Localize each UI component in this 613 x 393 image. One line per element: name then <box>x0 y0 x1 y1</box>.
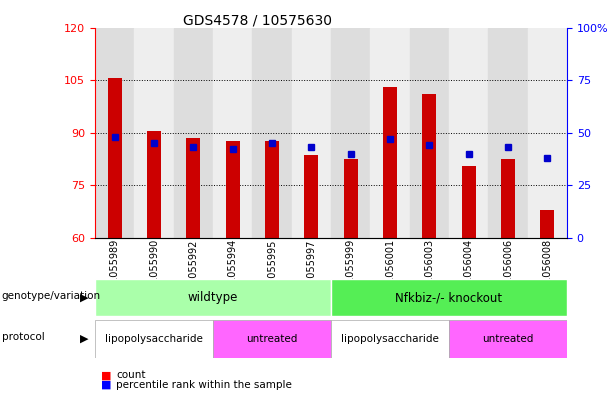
Bar <box>331 28 370 238</box>
Bar <box>213 320 331 358</box>
Bar <box>331 279 567 316</box>
Bar <box>95 320 213 358</box>
Bar <box>344 159 357 238</box>
Bar <box>462 166 476 238</box>
Text: Nfkbiz-/- knockout: Nfkbiz-/- knockout <box>395 291 503 304</box>
Text: genotype/variation: genotype/variation <box>2 291 101 301</box>
Bar <box>108 78 121 238</box>
Bar <box>186 138 200 238</box>
Text: percentile rank within the sample: percentile rank within the sample <box>116 380 292 390</box>
Bar <box>147 131 161 238</box>
Bar <box>173 28 213 238</box>
Bar <box>226 141 240 238</box>
Bar <box>292 28 331 238</box>
Text: wildtype: wildtype <box>188 291 238 304</box>
Bar <box>253 28 292 238</box>
Bar <box>489 28 528 238</box>
Text: GDS4578 / 10575630: GDS4578 / 10575630 <box>183 14 332 28</box>
Text: ■: ■ <box>101 380 112 390</box>
Bar <box>134 28 173 238</box>
Bar <box>370 28 409 238</box>
Bar <box>449 320 567 358</box>
Text: untreated: untreated <box>246 334 298 344</box>
Bar <box>501 159 515 238</box>
Bar <box>265 141 279 238</box>
Bar <box>305 155 318 238</box>
Bar <box>422 94 436 238</box>
Bar <box>95 28 134 238</box>
Text: ▶: ▶ <box>80 334 89 344</box>
Bar <box>383 87 397 238</box>
Bar <box>213 28 253 238</box>
Text: untreated: untreated <box>482 334 534 344</box>
Bar <box>331 320 449 358</box>
Text: count: count <box>116 370 146 380</box>
Bar <box>541 210 554 238</box>
Bar <box>528 28 567 238</box>
Text: lipopolysaccharide: lipopolysaccharide <box>341 334 439 344</box>
Bar <box>409 28 449 238</box>
Bar <box>449 28 489 238</box>
Text: protocol: protocol <box>2 332 45 342</box>
Text: ▶: ▶ <box>80 293 89 303</box>
Bar <box>95 279 331 316</box>
Text: ■: ■ <box>101 370 112 380</box>
Text: lipopolysaccharide: lipopolysaccharide <box>105 334 203 344</box>
